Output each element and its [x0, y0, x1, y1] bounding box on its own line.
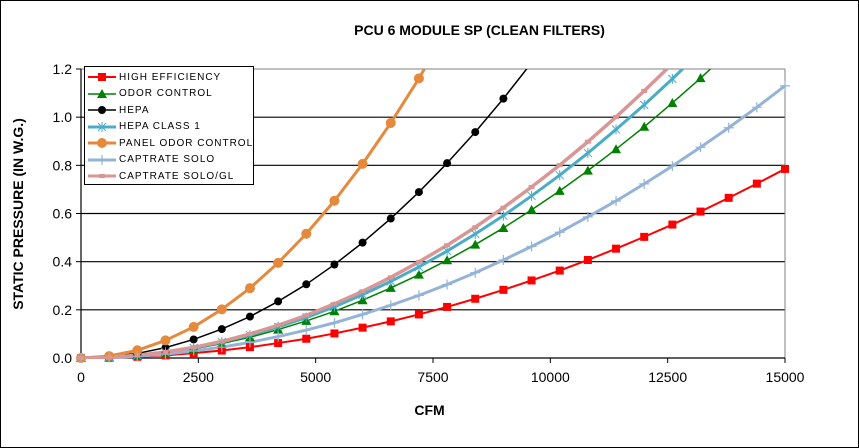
- legend-item: HEPA CLASS 1: [87, 119, 201, 135]
- legend: HIGH EFFICIENCY ODOR CONTROL HEPA HEPA CLAS…: [84, 66, 254, 185]
- y-tick-label: 1.2: [53, 61, 73, 77]
- legend-label: PANEL ODOR CONTROL: [119, 137, 254, 149]
- legend-swatch-icon: [88, 174, 116, 178]
- x-tick-label: 7500: [417, 369, 448, 385]
- legend-item: CAPTRATE SOLO: [87, 152, 215, 168]
- legend-swatch-icon: [88, 106, 116, 114]
- legend-label: CAPTRATE SOLO/GL: [119, 170, 235, 182]
- series-line: [81, 84, 785, 359]
- y-tick-label: 1.0: [53, 109, 73, 125]
- x-tick-label: 12500: [648, 369, 687, 385]
- x-tick-label: 0: [77, 369, 85, 385]
- y-tick-label: 0.8: [53, 157, 73, 173]
- legend-swatch-icon: [88, 121, 116, 132]
- legend-item: ODOR CONTROL: [87, 86, 213, 102]
- y-tick-label: 0.2: [53, 302, 73, 318]
- axes: 0.0 0.2 0.4 0.6 0.8 1.0 1.2 0 2500 5000 7500 10000 1…: [53, 61, 805, 385]
- legend-swatch-icon: [88, 138, 116, 148]
- x-tick-label: 2500: [183, 369, 214, 385]
- legend-item: HEPA: [87, 102, 150, 118]
- legend-label: HIGH EFFICIENCY: [119, 71, 222, 83]
- legend-label: HEPA CLASS 1: [119, 121, 201, 132]
- y-tick-label: 0.6: [53, 206, 73, 222]
- x-tick-label: 10000: [531, 369, 570, 385]
- legend-label: CAPTRATE SOLO: [119, 154, 216, 165]
- x-tick-label: 15000: [766, 369, 805, 385]
- series-line: [81, 69, 670, 359]
- y-tick-label: 0.0: [53, 350, 73, 366]
- y-tick-label: 0.4: [53, 254, 73, 270]
- legend-item: HIGH EFFICIENCY: [87, 69, 221, 85]
- legend-swatch-icon: [88, 154, 116, 165]
- x-tick-label: 5000: [300, 369, 331, 385]
- legend-swatch-icon: [88, 88, 116, 98]
- chart-title: PCU 6 MODULE SP (CLEAN FILTERS): [354, 22, 605, 38]
- x-axis-label: CFM: [414, 402, 445, 418]
- legend-label: ODOR CONTROL: [119, 88, 213, 99]
- series-markers: [76, 73, 790, 363]
- legend-item: CAPTRATE SOLO/GL: [87, 168, 234, 184]
- legend-swatch-icon: [88, 73, 116, 81]
- legend-item: PANEL ODOR CONTROL: [87, 135, 253, 151]
- legend-label: HEPA: [119, 104, 150, 116]
